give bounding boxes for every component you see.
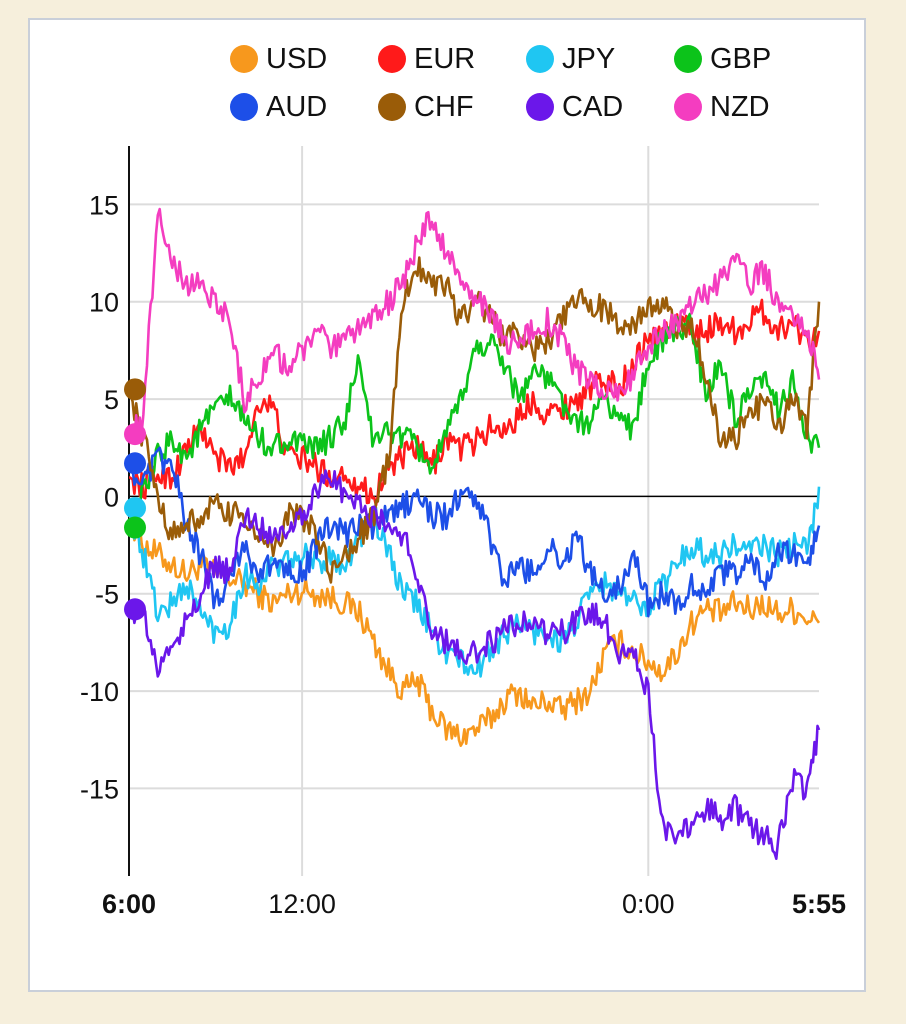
legend-item-jpy: JPY bbox=[526, 42, 615, 76]
x-tick-label: 12:00 bbox=[268, 889, 336, 919]
legend-swatch bbox=[526, 45, 554, 73]
chart-card: USD EUR JPY GBP AUD CHF CAD NZD 15 10 5 0 -5 -10 -15 6… bbox=[28, 18, 866, 992]
start-dot-gbp bbox=[124, 516, 146, 539]
series-line-jpy bbox=[129, 486, 821, 678]
legend-swatch bbox=[378, 93, 406, 121]
y-tick-label: -10 bbox=[80, 677, 119, 707]
legend-item-usd: USD bbox=[230, 42, 327, 76]
start-dot-chf bbox=[124, 378, 146, 401]
series-line-eur bbox=[129, 298, 821, 507]
series-line-cad bbox=[129, 469, 821, 861]
legend-swatch bbox=[230, 93, 258, 121]
legend-swatch bbox=[230, 45, 258, 73]
legend-item-gbp: GBP bbox=[674, 42, 771, 76]
legend-label: NZD bbox=[710, 90, 770, 123]
x-tick-label: 0:00 bbox=[622, 889, 675, 919]
start-dot-jpy bbox=[124, 497, 146, 520]
legend-swatch bbox=[378, 45, 406, 73]
legend-item-cad: CAD bbox=[526, 90, 623, 124]
legend-label: JPY bbox=[562, 42, 616, 75]
series-line-gbp bbox=[129, 312, 821, 530]
y-tick-label: 15 bbox=[89, 190, 119, 220]
legend-swatch bbox=[526, 93, 554, 121]
y-tick-label: 5 bbox=[104, 385, 119, 415]
legend-item-nzd: NZD bbox=[674, 90, 770, 124]
start-dot-aud bbox=[124, 452, 146, 475]
x-tick-label: 5:55 bbox=[792, 889, 846, 919]
start-dot-cad bbox=[124, 598, 146, 621]
y-tick-label: 10 bbox=[89, 288, 119, 318]
y-tick-label: -5 bbox=[95, 580, 119, 610]
legend-swatch bbox=[674, 45, 702, 73]
start-dot-nzd bbox=[124, 423, 146, 446]
legend-label: CHF bbox=[414, 90, 474, 123]
legend-label: CAD bbox=[562, 90, 624, 123]
legend-item-aud: AUD bbox=[230, 90, 327, 124]
legend-label: AUD bbox=[266, 90, 328, 123]
series-line-aud bbox=[129, 446, 821, 618]
y-tick-label: -15 bbox=[80, 774, 119, 804]
legend-label: USD bbox=[266, 42, 328, 75]
legend-swatch bbox=[674, 93, 702, 121]
legend-label: GBP bbox=[710, 42, 772, 75]
line-chart: 15 10 5 0 -5 -10 -15 6:00 12:00 0:00 5:55 bbox=[80, 146, 846, 919]
legend-item-eur: EUR bbox=[378, 42, 475, 76]
legend-label: EUR bbox=[414, 42, 476, 75]
x-tick-label: 6:00 bbox=[102, 889, 156, 919]
series-line-nzd bbox=[129, 207, 821, 442]
legend-item-chf: CHF bbox=[378, 90, 474, 124]
y-tick-label: 0 bbox=[104, 482, 119, 512]
